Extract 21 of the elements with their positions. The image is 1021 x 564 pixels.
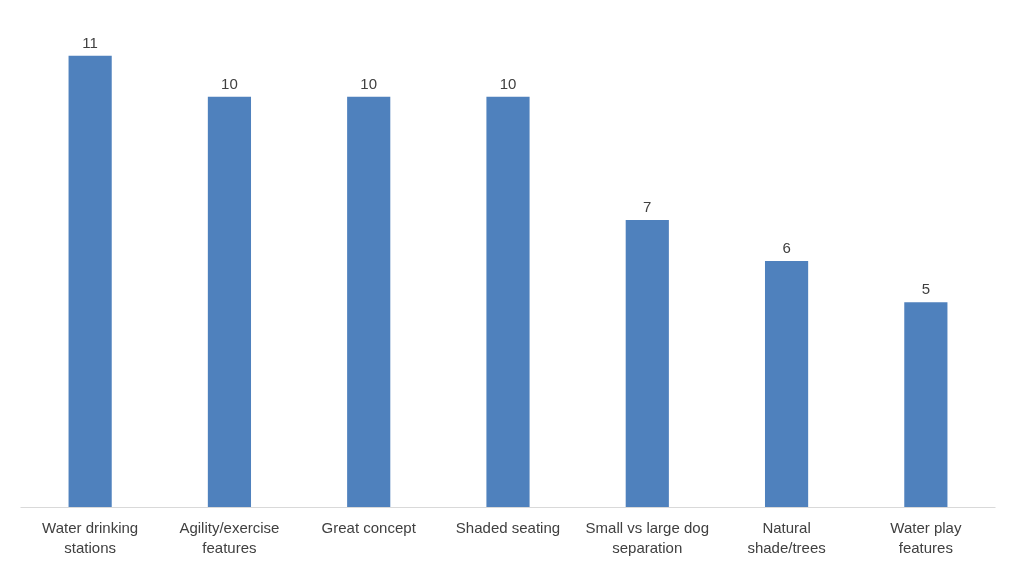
bar	[68, 55, 112, 508]
x-tick-label: Natural shade/trees	[747, 518, 826, 556]
bar	[207, 96, 252, 508]
data-label: 7	[643, 197, 652, 215]
data-label: 10	[360, 74, 378, 92]
data-label: 6	[782, 239, 791, 257]
data-label: 5	[921, 280, 931, 298]
x-tick-label: Water drinking stations	[42, 518, 139, 556]
bar	[764, 261, 809, 508]
bar	[904, 302, 948, 508]
bar	[625, 219, 669, 508]
x-tick-label: Water play features	[890, 518, 962, 556]
x-tick-label: Small vs large dog separation	[585, 518, 709, 556]
bar	[347, 96, 391, 508]
x-tick-label: Agility/exercise features	[179, 518, 280, 556]
data-label: 10	[221, 74, 238, 92]
data-label: 11	[82, 33, 98, 51]
x-tick-label: Great concept	[321, 518, 417, 536]
bar	[486, 96, 530, 508]
data-label: 10	[499, 74, 517, 92]
x-tick-label: Shaded seating	[455, 518, 561, 536]
